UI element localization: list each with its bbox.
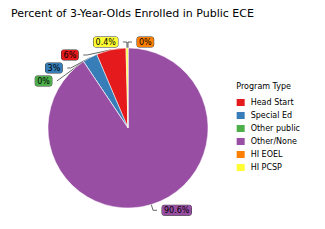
svg-text:90.6%: 90.6% <box>164 206 190 215</box>
svg-text:Percent of 3-Year-Olds Enrolle: Percent of 3-Year-Olds Enrolled in Publi… <box>11 7 254 20</box>
svg-text:0%: 0% <box>139 38 152 47</box>
svg-text:0%: 0% <box>37 77 50 86</box>
svg-text:Other public: Other public <box>251 124 300 133</box>
svg-text:6%: 6% <box>64 51 77 60</box>
svg-text:3%: 3% <box>48 64 61 73</box>
svg-text:Special Ed: Special Ed <box>251 111 293 120</box>
svg-text:HI EOEL: HI EOEL <box>251 150 283 159</box>
svg-text:HI PCSP: HI PCSP <box>251 163 282 172</box>
svg-text:Head Start: Head Start <box>251 98 294 107</box>
svg-text:Program Type: Program Type <box>236 82 291 91</box>
svg-text:Other/None: Other/None <box>251 137 297 146</box>
svg-text:0.4%: 0.4% <box>96 38 117 47</box>
